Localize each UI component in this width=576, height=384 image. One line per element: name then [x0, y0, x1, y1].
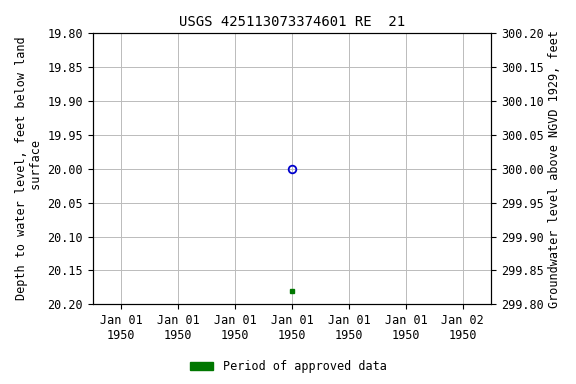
Title: USGS 425113073374601 RE  21: USGS 425113073374601 RE 21 — [179, 15, 405, 29]
Legend: Period of approved data: Period of approved data — [185, 356, 391, 378]
Y-axis label: Depth to water level, feet below land
 surface: Depth to water level, feet below land su… — [15, 37, 43, 301]
Y-axis label: Groundwater level above NGVD 1929, feet: Groundwater level above NGVD 1929, feet — [548, 30, 561, 308]
